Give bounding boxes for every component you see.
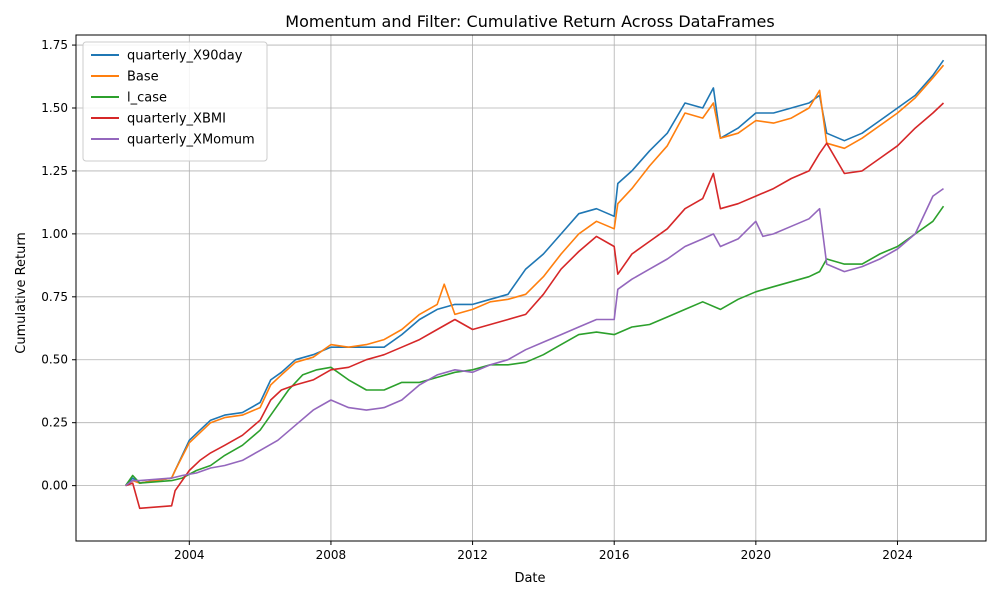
legend-label: Base — [127, 70, 159, 85]
series-lines — [124, 59, 945, 510]
y-tick-label: 1.50 — [41, 101, 68, 115]
chart-title: Momentum and Filter: Cumulative Return A… — [285, 12, 774, 31]
y-tick-label: 1.00 — [41, 227, 68, 241]
y-tick-label: 0.00 — [41, 479, 68, 493]
x-tick-label: 2024 — [882, 548, 913, 562]
series-line-l-case — [124, 205, 945, 487]
grid — [76, 35, 986, 541]
axis-ticks: 2004 2008 2012 2016 2020 2024 0.00 0.25 0.50 0.75… — [41, 38, 912, 562]
series-line-base — [125, 64, 945, 487]
y-axis-label: Cumulative Return — [14, 232, 29, 353]
legend-label: l_case — [127, 91, 167, 106]
y-tick-label: 0.50 — [41, 353, 68, 367]
plot-area-frame — [75, 34, 987, 542]
x-tick-label: 2020 — [741, 548, 772, 562]
series-line-quarterly-xbmi — [125, 102, 945, 510]
series-line-quarterly-xmomum — [125, 187, 944, 487]
legend-label: quarterly_X90day — [127, 49, 243, 64]
y-tick-label: 1.75 — [41, 38, 68, 52]
y-tick-label: 1.25 — [41, 164, 68, 178]
legend-label: quarterly_XMomum — [127, 133, 255, 148]
legend: quarterly_X90day Base l_case quarterly_XBMI… — [82, 41, 268, 162]
series-line-quarterly-x90day — [125, 59, 945, 487]
x-tick-label: 2008 — [316, 548, 347, 562]
legend-box — [82, 41, 268, 162]
x-tick-label: 2012 — [457, 548, 488, 562]
legend-label: quarterly_XBMI — [127, 112, 226, 127]
x-axis-label: Date — [514, 571, 545, 586]
y-tick-label: 0.25 — [41, 416, 68, 430]
x-tick-label: 2016 — [599, 548, 630, 562]
x-tick-label: 2004 — [174, 548, 205, 562]
y-tick-label: 0.75 — [41, 290, 68, 304]
